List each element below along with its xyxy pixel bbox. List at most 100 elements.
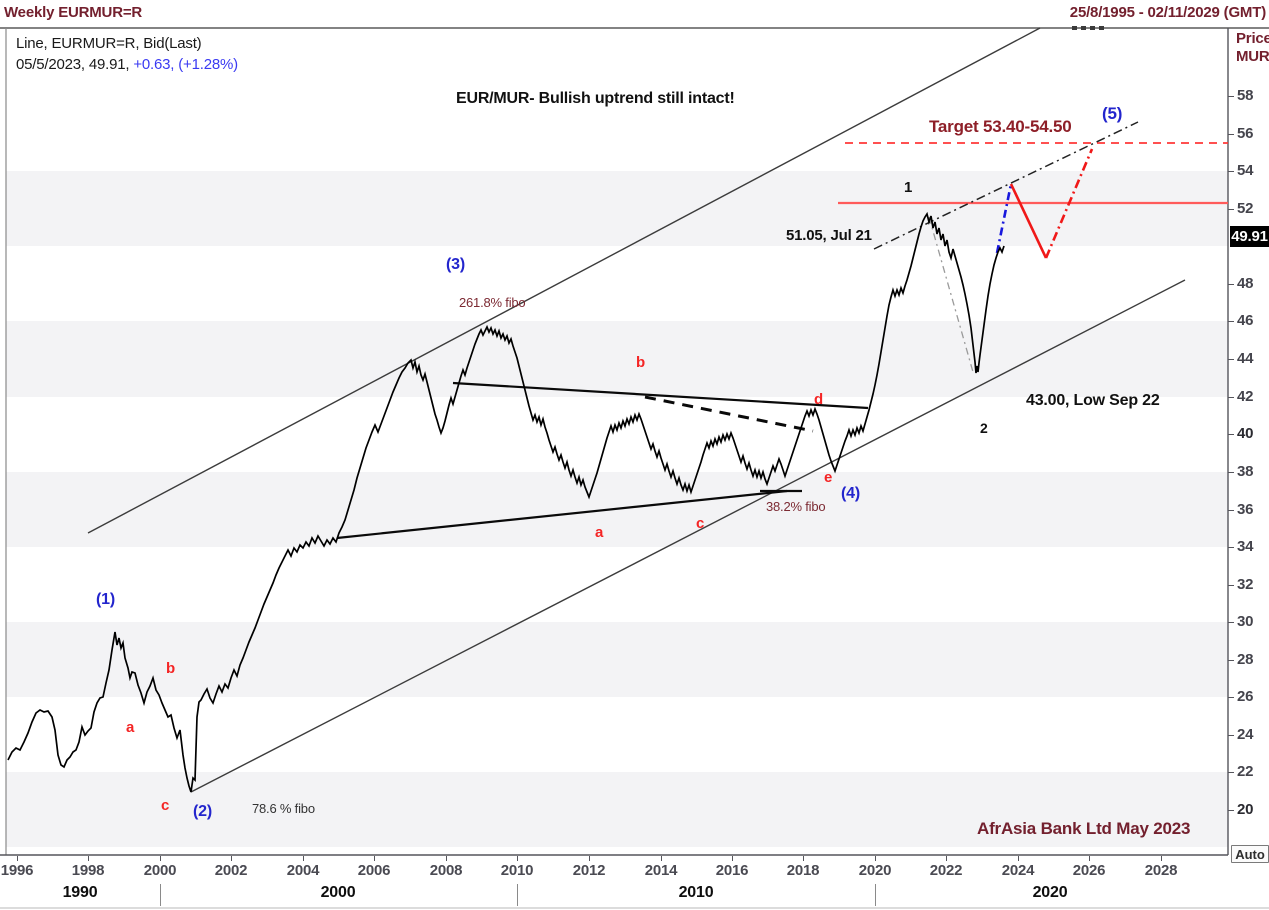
y-tick-label: 30 [1237, 613, 1254, 630]
target-annotation: Target 53.40-54.50 [929, 117, 1072, 136]
x-tick-mark [445, 856, 447, 861]
x-tick-mark [516, 856, 518, 861]
price-line-series [7, 211, 1005, 793]
y-tick-mark [1228, 734, 1234, 736]
credit-watermark: AfrAsia Bank Ltd May 2023 [977, 819, 1191, 838]
y-tick-label: 56 [1237, 125, 1254, 142]
triangle-a-label: a [595, 524, 604, 541]
y-tick-label: 46 [1237, 312, 1254, 329]
abc-c-label: c [161, 797, 170, 814]
y-tick-mark [1228, 133, 1234, 135]
date-range: 25/8/1995 - 02/11/2029 (GMT) [1069, 4, 1266, 21]
y-tick-mark [1228, 283, 1234, 285]
wave-3-label: (3) [446, 256, 465, 273]
y-tick-label: 48 [1237, 275, 1254, 292]
x-tick-mark [945, 856, 947, 861]
x-tick-mark [1088, 856, 1090, 861]
x-decade-divider [517, 884, 518, 906]
x-year-label: 2028 [1144, 862, 1178, 879]
x-decade-divider [875, 884, 876, 906]
plot-band [6, 772, 1228, 847]
x-year-label: 2012 [572, 862, 606, 879]
x-year-label: 2014 [644, 862, 678, 879]
minor-wave-1-label: 1 [904, 179, 913, 196]
y-tick-mark [1228, 621, 1234, 623]
y-tick-mark [1228, 358, 1234, 360]
x-tick-mark [802, 856, 804, 861]
x-year-label: 2016 [715, 862, 749, 879]
y-tick-label: 54 [1237, 162, 1254, 179]
plot-band [6, 171, 1228, 246]
abc-b-label: b [166, 660, 175, 677]
y-tick-label: 32 [1237, 576, 1254, 593]
y-tick-mark [1228, 509, 1234, 511]
last-price-badge: 49.91 [1230, 226, 1269, 247]
x-tick-mark [159, 856, 161, 861]
x-year-label: 2018 [786, 862, 820, 879]
upper-channel-line [87, 27, 1041, 534]
b-d-dashed-line [644, 395, 814, 433]
x-tick-mark [874, 856, 876, 861]
x-decade-label: 2000 [320, 884, 356, 901]
x-year-label: 2024 [1001, 862, 1035, 879]
x-tick-mark [731, 856, 733, 861]
y-tick-label: 34 [1237, 538, 1254, 555]
y-tick-label: 44 [1237, 350, 1254, 367]
y-tick-label: 26 [1237, 688, 1254, 705]
legend: Line, EURMUR=R, Bid(Last) 05/5/2023, 49.… [16, 33, 238, 75]
fibo-382-label: 38.2% fibo [766, 499, 826, 514]
wave-5-label: (5) [1102, 104, 1123, 123]
axis-unit-mur: MUR [1236, 48, 1269, 65]
wave-4-label: (4) [841, 485, 860, 502]
y-tick-mark [1228, 696, 1234, 698]
y-tick-mark [1228, 771, 1234, 773]
x-year-label: 2008 [429, 862, 463, 879]
triangle-b-label: b [636, 354, 645, 371]
correction-gray-dashdot [928, 216, 974, 373]
x-year-label: 2004 [286, 862, 320, 879]
x-tick-mark [1017, 856, 1019, 861]
y-tick-mark [1228, 471, 1234, 473]
chart-title-bar: Weekly EURMUR=R [4, 4, 143, 21]
auto-scale-button[interactable]: Auto [1231, 845, 1269, 863]
plot-band [6, 622, 1228, 697]
y-tick-mark [1228, 320, 1234, 322]
y-tick-label: 28 [1237, 651, 1254, 668]
legend-quote: 05/5/2023, 49.91, [16, 56, 134, 73]
x-year-label: 1998 [71, 862, 105, 879]
y-tick-mark [1228, 170, 1234, 172]
x-tick-mark [1160, 856, 1162, 861]
chart-headline: EUR/MUR- Bullish uptrend still intact! [456, 90, 735, 107]
x-decade-label: 2020 [1032, 884, 1068, 901]
wave-1-label: (1) [96, 591, 115, 608]
fibo-2618-label: 261.8% fibo [459, 295, 526, 310]
projection-blue-dashdot [995, 183, 1013, 254]
x-tick-mark [302, 856, 304, 861]
y-tick-mark [1228, 396, 1234, 398]
y-tick-label: 40 [1237, 425, 1254, 442]
y-tick-mark [1228, 95, 1234, 97]
y-tick-label: 38 [1237, 463, 1254, 480]
legend-change: +0.63, (+1.28%) [133, 56, 238, 73]
y-tick-mark [1228, 809, 1234, 811]
y-tick-label: 42 [1237, 388, 1254, 405]
x-year-label: 2010 [500, 862, 534, 879]
x-year-label: 1996 [0, 862, 34, 879]
wave5-trendline-dashdot [873, 121, 1139, 250]
low-note: 43.00, Low Sep 22 [1026, 392, 1160, 409]
minor-wave-2-label: 2 [980, 420, 988, 436]
x-year-label: 2020 [858, 862, 892, 879]
y-tick-mark [1228, 584, 1234, 586]
y-tick-label: 22 [1237, 763, 1254, 780]
projection-red-solid [1009, 183, 1048, 259]
wave-2-label: (2) [193, 803, 212, 820]
y-tick-label: 24 [1237, 726, 1254, 743]
y-tick-label: 36 [1237, 501, 1254, 518]
x-decade-divider [160, 884, 161, 906]
x-decade-label: 2010 [678, 884, 714, 901]
triangle-e-label: e [824, 469, 833, 486]
x-tick-mark [87, 856, 89, 861]
x-year-label: 2002 [214, 862, 248, 879]
peak-note: 51.05, Jul 21 [786, 227, 872, 244]
